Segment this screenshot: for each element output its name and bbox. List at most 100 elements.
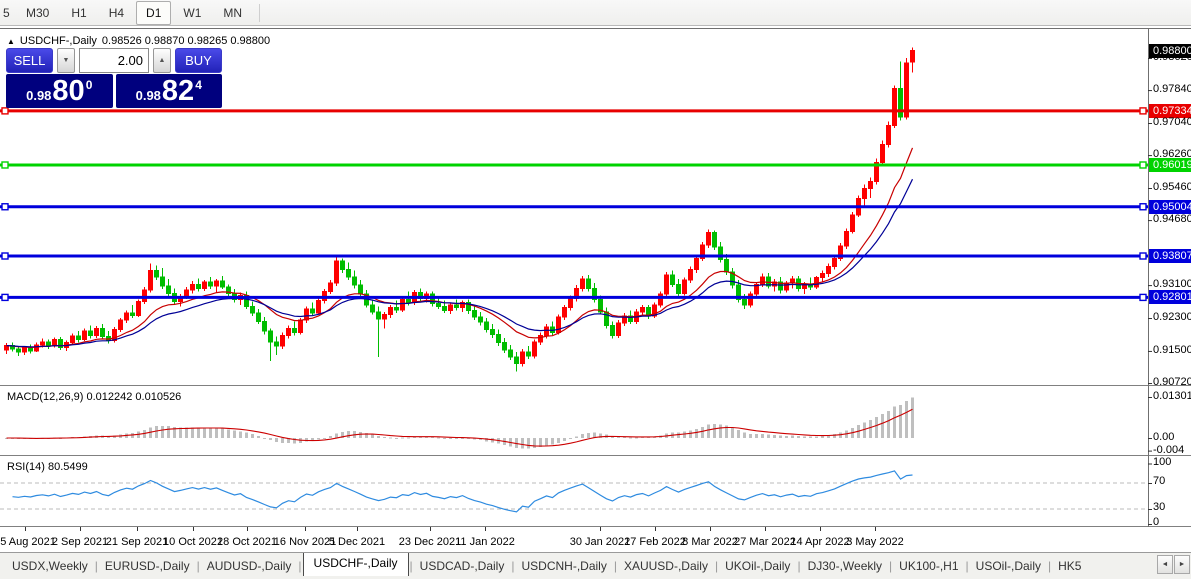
symbol-tab-dj30-weekly[interactable]: DJ30-,Weekly — [807, 559, 883, 573]
timeframe-button-M30[interactable]: M30 — [26, 5, 50, 20]
hline-handle[interactable] — [1139, 252, 1147, 260]
date-tick-3-May-2022: 3 May 2022 — [846, 536, 904, 548]
macd-title: MACD(12,26,9) 0.012242 0.010526 — [7, 391, 182, 403]
date-tick-17-Feb-2022: 17 Feb 2022 — [624, 536, 686, 548]
date-tick-15-Aug-2021: 15 Aug 2021 — [0, 536, 56, 548]
volume-input[interactable]: 2.00 — [79, 48, 149, 73]
symbol-tab-usdcnh-daily[interactable]: USDCNH-,Daily — [521, 559, 607, 573]
hline-handle[interactable] — [1, 293, 9, 302]
date-tick-30-Jan-2022: 30 Jan 2022 — [569, 536, 631, 548]
symbol-tab-usoil-daily[interactable]: USOil-,Daily — [975, 559, 1041, 573]
chart-symbol-label: USDCHF-,Daily — [19, 35, 97, 47]
date-tick-11-Jan-2022: 11 Jan 2022 — [455, 536, 515, 548]
timeframe-button-W1[interactable]: W1 — [183, 5, 202, 20]
hline-handle[interactable] — [1, 252, 9, 260]
tab-separator: | — [613, 559, 617, 573]
symbol-tab-eurusd-daily[interactable]: EURUSD-,Daily — [104, 559, 190, 573]
rsi-line — [12, 470, 913, 513]
current-price-label: 0.98800 — [1149, 43, 1191, 58]
chart-title: ▲ USDCHF-,Daily 0.98526 0.98870 0.98265 … — [7, 35, 270, 47]
symbol-tab-hk5[interactable]: HK5 — [1058, 559, 1082, 573]
symbol-tab-uk100-h1[interactable]: UK100-,H1 — [899, 559, 959, 573]
hline-handle[interactable] — [1139, 161, 1147, 169]
timeframe-button-5[interactable]: 5 — [3, 5, 10, 20]
price-tick-0.92300: 0.92300 — [1153, 311, 1191, 324]
price-tick-0.93100: 0.93100 — [1153, 278, 1191, 291]
symbol-tab-audusd-daily[interactable]: AUDUSD-,Daily — [206, 559, 292, 573]
symbol-tab-usdchf-daily[interactable]: USDCHF-,Daily — [302, 553, 409, 576]
price-tick-0.95460: 0.95460 — [1153, 180, 1191, 193]
tab-separator: | — [298, 559, 302, 573]
hline-0.92801[interactable] — [0, 293, 1148, 302]
timeframe-button-D1[interactable]: D1 — [136, 0, 172, 25]
tab-scroll-left-button[interactable]: ◄ — [1157, 555, 1173, 574]
tab-separator: | — [1048, 559, 1052, 573]
date-tick-27-Mar-2022: 27 Mar 2022 — [734, 536, 796, 548]
hline-handle[interactable] — [1, 107, 9, 115]
price-tick-0.94680: 0.94680 — [1153, 213, 1191, 226]
price-tick-0.90720: 0.90720 — [1153, 376, 1191, 389]
tab-separator: | — [196, 559, 200, 573]
toolbar-separator — [259, 3, 261, 22]
macd-histogram — [5, 397, 914, 449]
price-chart-canvas[interactable] — [0, 26, 1191, 552]
hline-0.97334[interactable] — [0, 107, 1148, 115]
symbol-tab-xauusd-daily[interactable]: XAUUSD-,Daily — [623, 559, 708, 573]
rsi-axis-100: 100 — [1153, 455, 1172, 468]
ma-slow-line — [6, 178, 914, 348]
volume-decrease-button[interactable]: ▼ — [57, 48, 75, 73]
hline-handle[interactable] — [1139, 293, 1147, 302]
tab-separator: | — [409, 559, 413, 573]
tab-scroll-controls: ◄ ► — [1157, 555, 1190, 574]
hline-0.93807[interactable] — [0, 252, 1148, 260]
price-level-label-0.96019: 0.96019 — [1149, 157, 1191, 172]
date-tick-8-Mar-2022: 8 Mar 2022 — [682, 536, 738, 548]
date-tick-21-Sep-2021: 21 Sep 2021 — [105, 536, 169, 548]
volume-increase-button[interactable]: ▲ — [153, 48, 171, 73]
collapse-icon[interactable]: ▲ — [7, 36, 15, 46]
buy-button[interactable]: BUY — [175, 48, 222, 73]
date-tick-16-Nov-2021: 16 Nov 2021 — [273, 536, 337, 548]
rsi-axis-30: 30 — [1153, 501, 1166, 513]
tab-separator: | — [714, 559, 719, 573]
chart-ohlc-values: 0.98526 0.98870 0.98265 0.98800 — [101, 35, 271, 47]
timeframe-button-H4[interactable]: H4 — [108, 5, 125, 20]
price-level-label-0.95004: 0.95004 — [1149, 199, 1191, 214]
price-tick-0.97840: 0.97840 — [1153, 83, 1191, 96]
symbol-tab-ukoil-daily[interactable]: UKOil-,Daily — [725, 559, 791, 573]
hline-0.96019[interactable] — [0, 161, 1148, 169]
timeframe-button-MN[interactable]: MN — [223, 5, 243, 20]
buy-price-display[interactable]: 0.98 82 4 — [115, 74, 222, 108]
rsi-title: RSI(14) 80.5499 — [7, 461, 88, 473]
price-level-label-0.93807: 0.93807 — [1149, 249, 1191, 263]
sell-button[interactable]: SELL — [6, 48, 53, 73]
ma-fast-line — [6, 147, 914, 349]
macd-axis--0.004: -0.004 — [1153, 443, 1185, 456]
symbol-tab-usdx-weekly[interactable]: USDX,Weekly — [12, 559, 88, 573]
hline-handle[interactable] — [1, 203, 9, 211]
price-tick-0.96260: 0.96260 — [1153, 148, 1191, 161]
macd-axis-0.013015: 0.013015 — [1153, 390, 1191, 402]
tab-separator: | — [889, 559, 893, 573]
date-tick-23-Dec-2021: 23 Dec 2021 — [398, 536, 462, 548]
tab-separator: | — [965, 559, 969, 573]
price-tick-0.97040: 0.97040 — [1153, 115, 1191, 128]
date-tick-28-Oct-2021: 28 Oct 2021 — [217, 536, 277, 548]
sell-price-display[interactable]: 0.98 80 0 — [6, 74, 113, 108]
hline-handle[interactable] — [1139, 107, 1147, 115]
symbol-tab-bar: USDX,Weekly | EURUSD-,Daily | AUDUSD-,Daily |… — [0, 552, 1191, 579]
hline-handle[interactable] — [1139, 203, 1147, 211]
symbol-tab-usdcad-daily[interactable]: USDCAD-,Daily — [419, 559, 505, 573]
tab-scroll-right-button[interactable]: ► — [1174, 555, 1190, 574]
hline-0.95004[interactable] — [0, 203, 1148, 211]
timeframe-button-H1[interactable]: H1 — [71, 5, 87, 20]
date-tick-2-Sep-2021: 2 Sep 2021 — [51, 536, 109, 548]
rsi-axis-70: 70 — [1153, 475, 1166, 487]
price-level-label-0.97334: 0.97334 — [1149, 103, 1191, 118]
hline-handle[interactable] — [1, 161, 9, 169]
date-tick-10-Oct-2021: 10 Oct 2021 — [163, 536, 223, 548]
rsi-axis-0: 0 — [1153, 516, 1160, 528]
timeframe-toolbar: 5 M30 H1 H4 D1 W1 MN — [0, 0, 1191, 26]
macd-axis-0.00: 0.00 — [1153, 431, 1175, 443]
